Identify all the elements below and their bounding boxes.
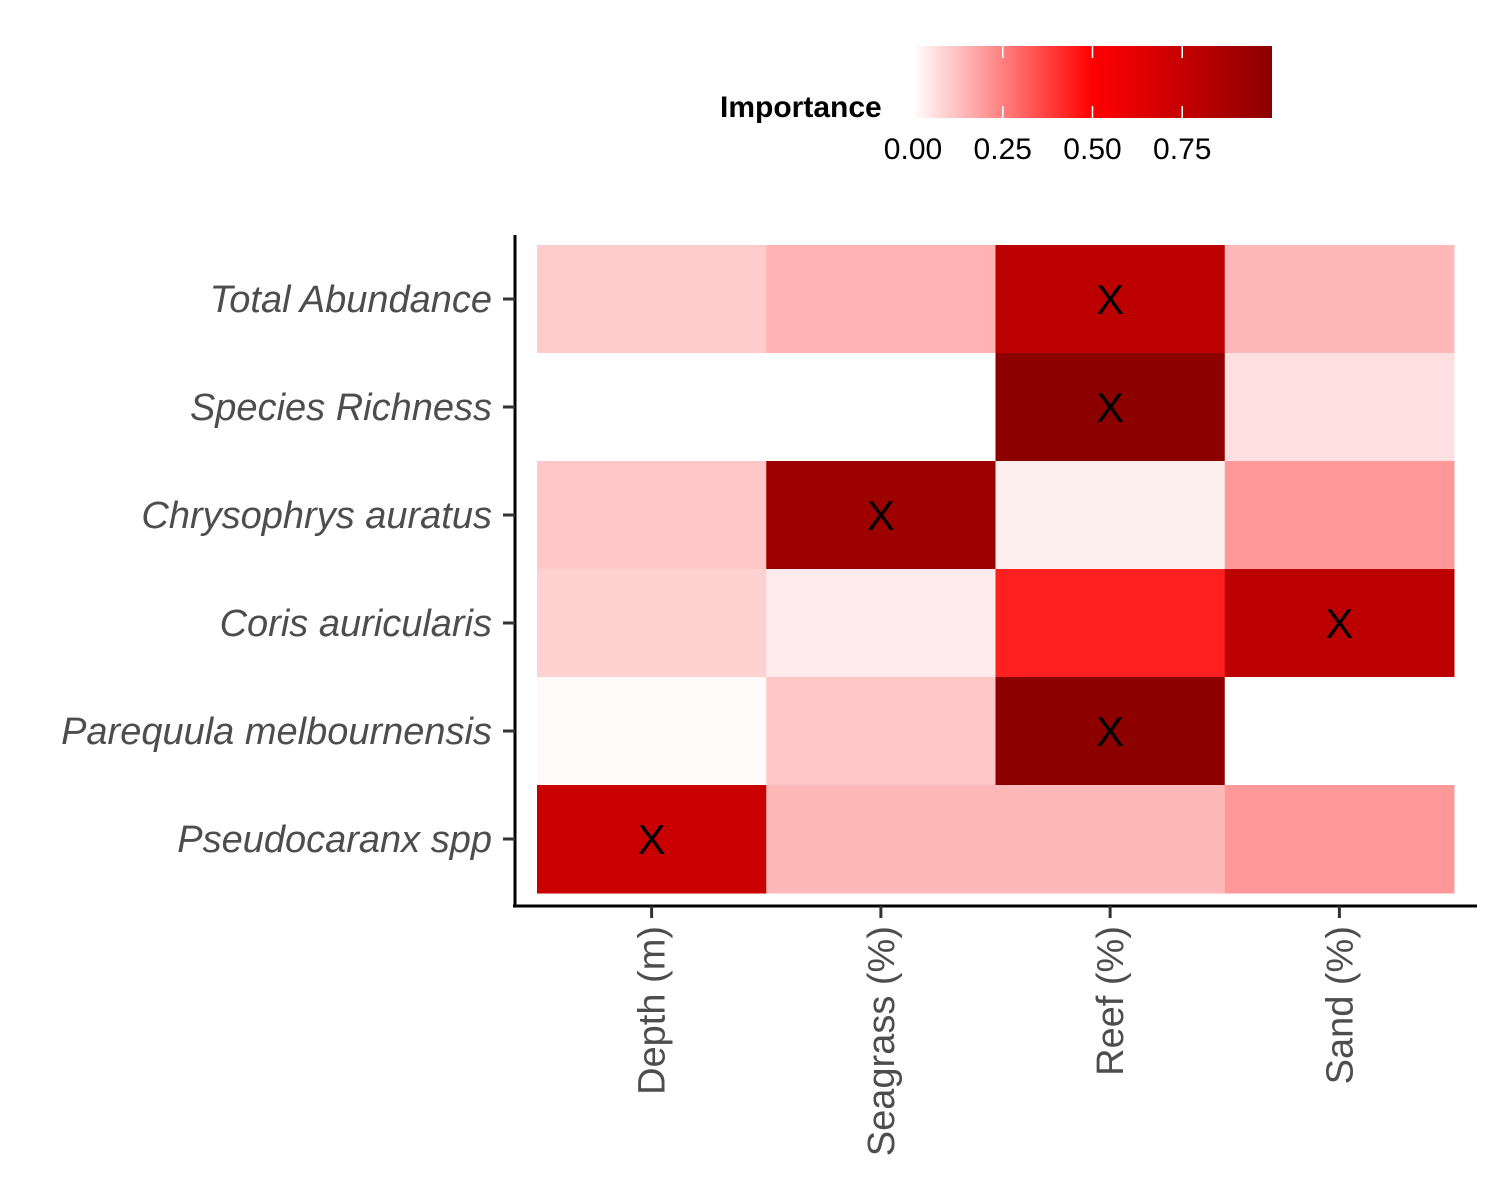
heatmap-cell — [1224, 785, 1455, 894]
legend-tick-label: 0.50 — [1063, 133, 1121, 166]
significance-mark: X — [1096, 276, 1124, 323]
heatmap-cell — [537, 677, 767, 786]
heatmap-cell — [995, 677, 1226, 786]
heatmap-cell — [766, 461, 996, 570]
y-tick-label: Species Richness — [190, 387, 492, 429]
y-axis-ticks: Total Abundance Species Richness Chrysophr… — [61, 279, 515, 861]
significance-mark: X — [1325, 600, 1353, 647]
legend-ticks: 0.00 0.25 0.50 0.75 — [884, 46, 1211, 166]
heatmap-cell — [766, 677, 996, 786]
significance-mark: X — [867, 492, 895, 539]
heatmap-cell — [766, 569, 996, 678]
legend-title: Importance — [720, 91, 882, 124]
x-tick-label: Seagrass (%) — [861, 926, 903, 1156]
heatmap-cell — [995, 569, 1226, 678]
legend-tick-label: 0.75 — [1153, 133, 1211, 166]
significance-mark: X — [1096, 384, 1124, 431]
y-tick-label: Pseudocaranx spp — [177, 819, 492, 861]
heatmap-cell — [537, 569, 767, 678]
y-tick-label: Total Abundance — [210, 279, 492, 321]
legend: Importance 0.00 0.25 0.50 0.75 — [720, 46, 1272, 166]
heatmap-cell — [537, 461, 767, 570]
heatmap-cell — [766, 353, 996, 462]
significance-mark: X — [1096, 708, 1124, 755]
heatmap-cell — [537, 353, 767, 462]
legend-tick-label: 0.25 — [974, 133, 1032, 166]
heatmap-cell — [537, 785, 767, 894]
heatmap-cell — [1224, 569, 1455, 678]
x-tick-label: Reef (%) — [1090, 926, 1132, 1076]
heatmap-cell — [995, 353, 1226, 462]
y-tick-label: Parequula melbournensis — [61, 711, 492, 753]
heatmap-cell — [995, 461, 1226, 570]
heatmap-cell — [1224, 245, 1455, 354]
significance-marks: X X X X X X — [638, 276, 1354, 863]
heatmap-cell — [1224, 353, 1455, 462]
y-tick-label: Coris auricularis — [220, 603, 492, 645]
heatmap-cell — [995, 245, 1226, 354]
x-tick-label: Sand (%) — [1319, 926, 1361, 1084]
legend-tick-label: 0.00 — [884, 133, 942, 166]
heatmap-cell — [766, 785, 996, 894]
heatmap-cells — [537, 245, 1455, 894]
heatmap-cell — [1224, 461, 1455, 570]
heatmap-cell — [1224, 677, 1455, 786]
heatmap-cell — [537, 245, 767, 354]
x-tick-label: Depth (m) — [632, 926, 674, 1095]
heatmap-cell — [995, 785, 1226, 894]
significance-mark: X — [638, 816, 666, 863]
heatmap-cell — [766, 245, 996, 354]
y-tick-label: Chrysophrys auratus — [141, 495, 492, 537]
x-axis-ticks: Depth (m) Seagrass (%) Reef (%) Sand (%) — [632, 906, 1361, 1156]
